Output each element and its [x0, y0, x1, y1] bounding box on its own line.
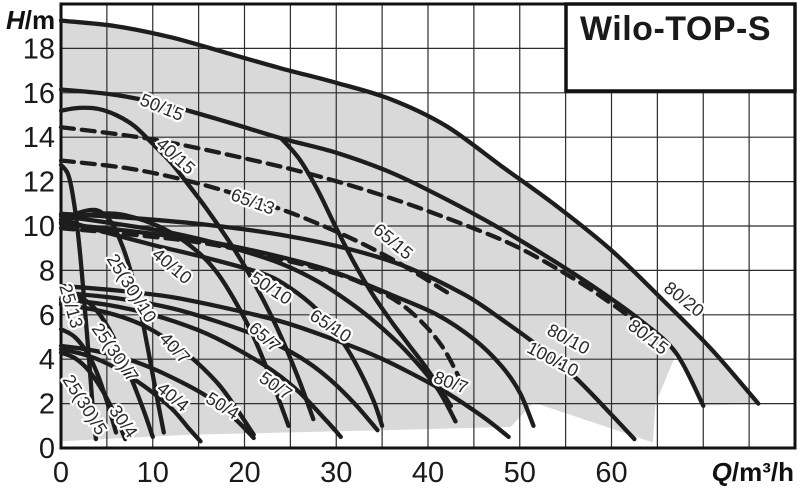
y-tick-12: 12	[23, 167, 55, 199]
pump-curve-80-10	[58, 211, 637, 442]
y-tick-0: 0	[39, 433, 55, 465]
y-tick-6: 6	[39, 300, 55, 332]
pump-curve-65-10	[58, 213, 458, 424]
y-tick-18: 18	[23, 33, 55, 65]
pump-curve-100-10	[58, 221, 536, 428]
pump-curve-65-7	[58, 290, 380, 433]
x-tick-30: 30	[320, 457, 352, 488]
y-axis-unit: /m	[25, 5, 55, 35]
pump-curve-40-10	[58, 211, 291, 428]
pump-curve-30-4	[58, 350, 128, 442]
pump-curve-40-7	[58, 302, 256, 437]
x-axis-label: Q/m³/h	[712, 457, 794, 487]
title-box: Wilo-TOP-S	[564, 2, 797, 93]
pump-curve-80-7	[58, 283, 511, 440]
pump-curves	[58, 18, 761, 444]
y-axis-label: H/m	[6, 5, 55, 35]
axis-tick-labels: 0 10 20 30 40 50 60 0 2 4 6 8 10 12 14 16 18	[23, 33, 628, 488]
x-tick-0: 0	[53, 457, 69, 488]
pump-curve-25-30-7	[58, 294, 155, 440]
x-tick-20: 20	[228, 457, 260, 488]
chart-title: Wilo-TOP-S	[580, 10, 771, 48]
y-tick-2: 2	[39, 389, 55, 421]
x-tick-60: 60	[595, 457, 627, 488]
pump-curve-80-20	[58, 18, 761, 406]
x-tick-10: 10	[137, 457, 169, 488]
pump-curve-dashed-b	[58, 226, 467, 393]
x-tick-50: 50	[504, 457, 536, 488]
pump-curve-65-13	[58, 158, 454, 297]
pump-curve-40-4	[58, 347, 203, 444]
pump-curve-dashed-a	[58, 125, 642, 326]
pump-curve-50-10	[58, 217, 385, 428]
pump-curve-40-15	[58, 105, 316, 422]
y-axis-symbol: H	[6, 5, 26, 35]
plot-border	[59, 2, 797, 450]
y-tick-16: 16	[23, 78, 55, 110]
x-axis-unit: /m³/h	[732, 457, 794, 487]
y-tick-10: 10	[23, 211, 55, 243]
x-axis-symbol: Q	[712, 457, 732, 487]
y-tick-14: 14	[23, 122, 55, 154]
x-tick-40: 40	[412, 457, 444, 488]
title-box-frame	[564, 2, 797, 93]
pump-curve-25-30-10	[58, 207, 166, 435]
pump-curve-80-15	[58, 87, 706, 408]
pump-curve-50-7	[58, 297, 343, 440]
pump-curve-50-4	[58, 343, 256, 441]
pump-curve-25-13	[58, 162, 99, 442]
y-tick-8: 8	[39, 255, 55, 287]
y-tick-4: 4	[39, 344, 55, 376]
